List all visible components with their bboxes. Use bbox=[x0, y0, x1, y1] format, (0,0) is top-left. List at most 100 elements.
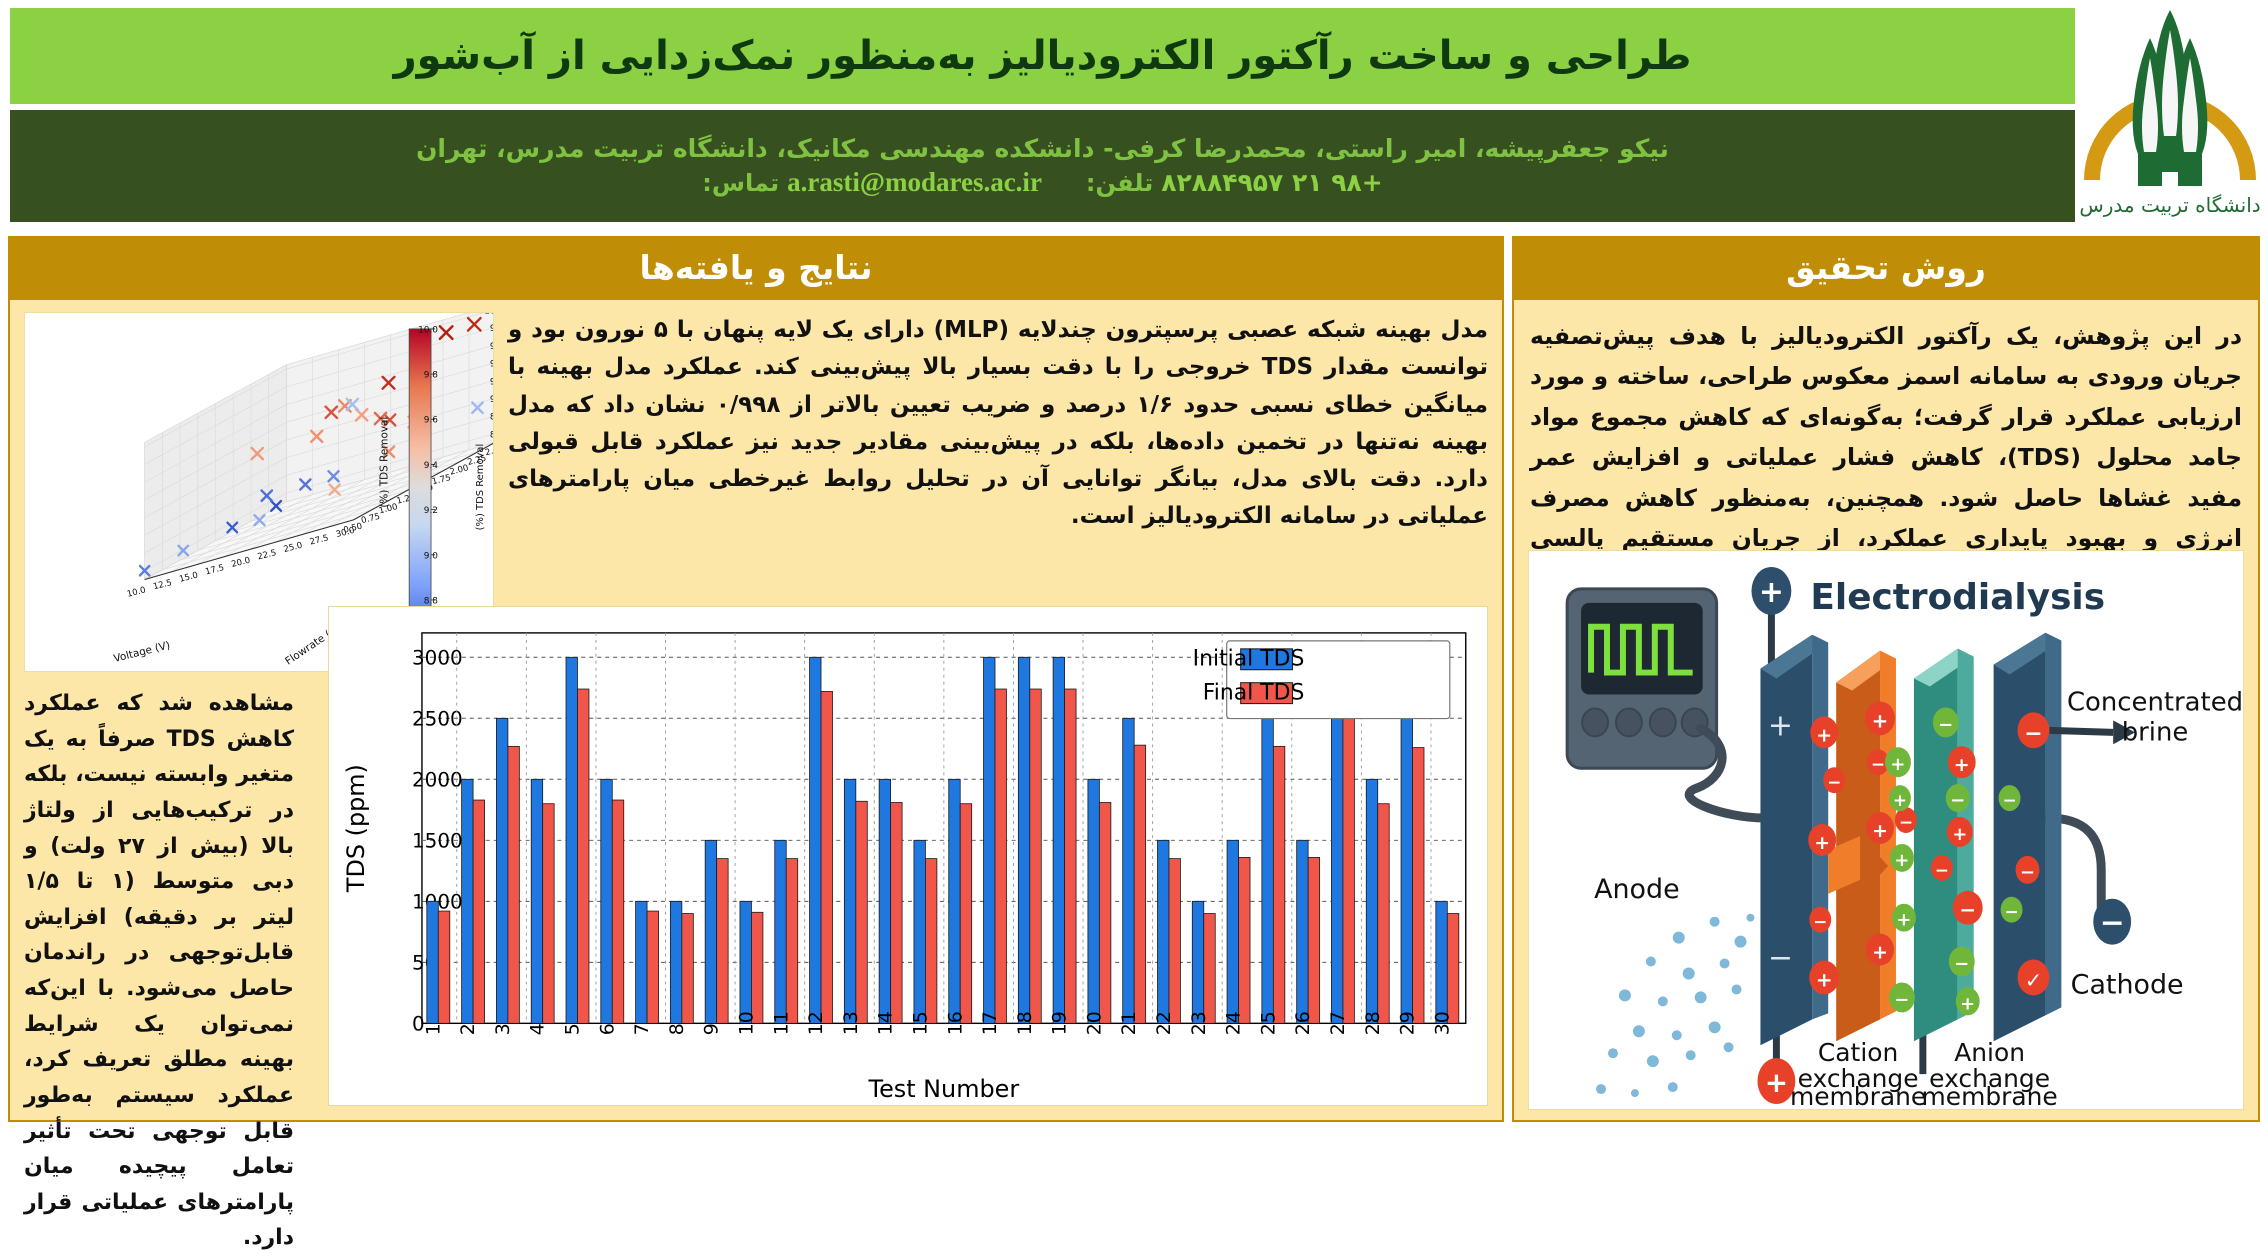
bar bbox=[843, 778, 857, 1024]
x-tick-label: 3 bbox=[492, 1023, 514, 1035]
x-tick-label: 10 bbox=[735, 1011, 757, 1035]
research-method-body: در این پژوهش، یک رآکتور الکترودیالیز با … bbox=[1512, 298, 2260, 1122]
checkmark-glyph: ✓ bbox=[2025, 968, 2043, 992]
contact-label: تماس: bbox=[702, 169, 780, 197]
bar bbox=[1052, 656, 1065, 1024]
scatter-point bbox=[328, 483, 341, 496]
x-tick-label: 29 bbox=[1397, 1011, 1419, 1035]
scatter-point bbox=[381, 375, 396, 390]
contact-email[interactable]: a.rasti@modares.ac.ir bbox=[787, 167, 1042, 197]
x-tick-label: 13 bbox=[840, 1011, 862, 1035]
colorbar-tick-label: 9.4 bbox=[424, 461, 439, 471]
svg-text:−: − bbox=[2024, 721, 2042, 746]
y-tick-label: 1.00 bbox=[378, 502, 399, 516]
anode-minus-label: − bbox=[1768, 941, 1793, 976]
negative-terminal bbox=[2093, 898, 2132, 945]
x-tick-label: 28 bbox=[1362, 1011, 1384, 1035]
scatter-point bbox=[260, 489, 274, 503]
plus-sign-terminal: + bbox=[1759, 575, 1784, 610]
y-tick-label: 2500 bbox=[412, 707, 463, 730]
page-title: طراحی و ساخت رآکتور الکترودیالیز به‌منظو… bbox=[393, 33, 1692, 79]
svg-text:+: + bbox=[1894, 850, 1909, 871]
bar bbox=[925, 858, 938, 1024]
scatter3d-render: 10.0 12.5 15.0 17.5 20.0 22.5 25.0 27.5 30.00.50… bbox=[112, 313, 493, 668]
bar bbox=[1017, 656, 1031, 1024]
svg-text:+: + bbox=[1960, 993, 1975, 1014]
svg-text:−: − bbox=[1899, 812, 1913, 832]
x-tick-label: 21 bbox=[1118, 1011, 1140, 1035]
x-tick-label: 15 bbox=[909, 1011, 931, 1035]
bar bbox=[994, 688, 1007, 1024]
x-tick-label: 22 bbox=[1153, 1011, 1175, 1035]
bar bbox=[878, 778, 892, 1024]
z-tick-label: 9.4 bbox=[490, 360, 493, 370]
y-tick-label: 2.50 bbox=[484, 444, 493, 458]
x-tick-label: 1 bbox=[422, 1023, 444, 1035]
colorbar-tick-label: 8.8 bbox=[424, 596, 439, 606]
bar bbox=[1261, 717, 1274, 1024]
electrodialysis-diagram: Electrodialysis bbox=[1528, 550, 2244, 1110]
scatter-point bbox=[250, 446, 265, 461]
y-tick-label: 2.25 bbox=[467, 454, 488, 468]
x-tick-label: 17 bbox=[979, 1011, 1001, 1035]
svg-text:+: + bbox=[1890, 754, 1905, 775]
x-tick-label: 6 bbox=[596, 1023, 618, 1035]
cation-membrane-label-3: membrane bbox=[1790, 1082, 1926, 1109]
svg-text:−: − bbox=[1871, 754, 1885, 774]
x-tick-label: 16 bbox=[944, 1011, 966, 1035]
poster-header: طراحی و ساخت رآکتور الکترودیالیز به‌منظو… bbox=[0, 0, 2268, 228]
z-tick-label: 10.0 bbox=[484, 313, 493, 316]
title-banner: طراحی و ساخت رآکتور الکترودیالیز به‌منظو… bbox=[10, 8, 2075, 104]
logo-caption: دانشگاه تربیت مدرس bbox=[2079, 193, 2260, 217]
bar bbox=[530, 778, 544, 1024]
cation-ions: + + + + + + + + bbox=[1808, 701, 1976, 995]
x-tick-label: 19 bbox=[1049, 1011, 1071, 1035]
svg-text:+: + bbox=[1872, 942, 1888, 964]
migration-arrow-icon bbox=[1863, 843, 1889, 888]
bar-chart-render: 0500100015002000250030001234567891011121… bbox=[342, 632, 1467, 1103]
bar bbox=[426, 900, 439, 1024]
z-tick-label: 8.8 bbox=[490, 413, 493, 423]
scatter-point bbox=[138, 564, 151, 577]
bar-chart-figure: 0500100015002000250030001234567891011121… bbox=[328, 606, 1488, 1106]
x-tick-label: 15.0 bbox=[178, 571, 199, 585]
x-tick-label: 11 bbox=[770, 1011, 792, 1035]
results-note-text: مشاهده شد که عملکرد کاهش TDS صرفاً به یک… bbox=[24, 691, 294, 1251]
svg-text:+: + bbox=[1872, 820, 1888, 842]
cation-legend-marker bbox=[1757, 1058, 1796, 1105]
anode-cable bbox=[1684, 723, 1769, 823]
bar bbox=[461, 778, 474, 1024]
bar bbox=[1087, 778, 1100, 1024]
x-tick-label: 12 bbox=[805, 1011, 827, 1035]
scatter3d-figure: 10.0 12.5 15.0 17.5 20.0 22.5 25.0 27.5 30.0 0.50… bbox=[24, 312, 494, 672]
plus-sign-cation: + bbox=[1765, 1066, 1788, 1099]
bar bbox=[1168, 858, 1181, 1024]
y-axis-title: TDS (ppm) bbox=[342, 764, 370, 893]
bar bbox=[1377, 803, 1390, 1024]
bar bbox=[820, 691, 833, 1024]
x-tick-label: 14 bbox=[875, 1011, 897, 1035]
phone-label: تلفن: bbox=[1085, 169, 1154, 197]
colorbar-tick-label: 9.2 bbox=[424, 506, 438, 516]
x-tick-label: 9 bbox=[701, 1023, 723, 1035]
university-logo: دانشگاه تربیت مدرس bbox=[2078, 4, 2262, 226]
bar bbox=[1203, 913, 1216, 1024]
desalting-water-droplets bbox=[1596, 913, 1755, 1098]
z-tick-label: 9.8 bbox=[490, 324, 493, 334]
z-tick-label: 9.6 bbox=[490, 342, 493, 352]
bar bbox=[1435, 900, 1448, 1024]
bar bbox=[611, 799, 625, 1024]
y-tick-label: 3000 bbox=[412, 646, 463, 669]
x-tick-label: 25 bbox=[1257, 1011, 1279, 1035]
brine-outlet: − bbox=[2017, 712, 2136, 749]
svg-text:−: − bbox=[1950, 790, 1965, 811]
y-tick-label: 2.00 bbox=[449, 463, 470, 477]
research-method-panel: روش تحقیق در این پژوهش، یک رآکتور الکترو… bbox=[1512, 236, 2260, 1126]
bar bbox=[1064, 688, 1077, 1024]
svg-text:−: − bbox=[1827, 772, 1841, 792]
x-tick-label: 7 bbox=[631, 1023, 653, 1035]
x-tick-label: 5 bbox=[562, 1023, 584, 1035]
y-tick-label: 0 bbox=[412, 1012, 425, 1035]
bar bbox=[565, 656, 578, 1024]
svg-text:−: − bbox=[1894, 989, 1909, 1010]
